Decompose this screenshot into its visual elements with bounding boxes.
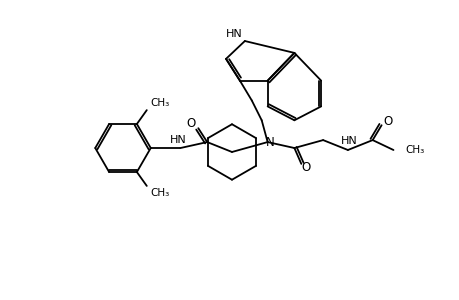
Text: CH₃: CH₃	[151, 98, 170, 108]
Text: O: O	[186, 117, 196, 130]
Text: N: N	[266, 136, 274, 148]
Text: HN: HN	[340, 136, 357, 146]
Text: O: O	[382, 115, 392, 128]
Text: HN: HN	[170, 135, 186, 145]
Text: HN: HN	[225, 29, 242, 39]
Text: CH₃: CH₃	[151, 188, 170, 198]
Text: CH₃: CH₃	[404, 145, 424, 155]
Text: O: O	[301, 161, 310, 174]
